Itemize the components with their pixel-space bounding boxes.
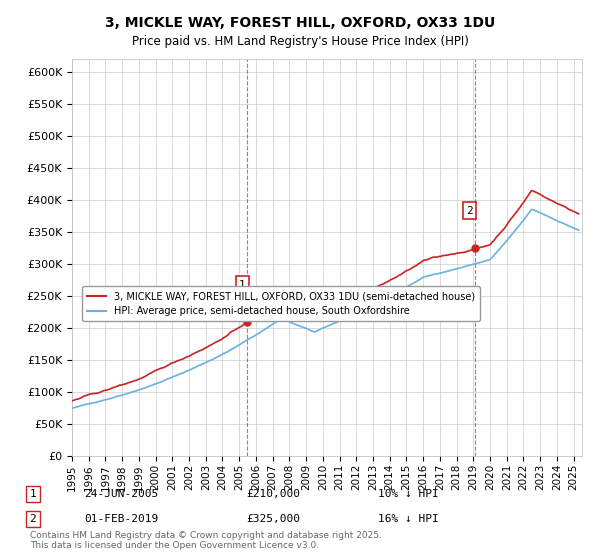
Text: 24-JUN-2005: 24-JUN-2005	[84, 489, 158, 499]
Text: 1: 1	[239, 279, 245, 290]
Text: 10% ↓ HPI: 10% ↓ HPI	[378, 489, 439, 499]
Text: £210,000: £210,000	[246, 489, 300, 499]
Text: 2: 2	[29, 514, 37, 524]
Text: 16% ↓ HPI: 16% ↓ HPI	[378, 514, 439, 524]
Text: Price paid vs. HM Land Registry's House Price Index (HPI): Price paid vs. HM Land Registry's House …	[131, 35, 469, 48]
Text: 1: 1	[29, 489, 37, 499]
Text: £325,000: £325,000	[246, 514, 300, 524]
Text: Contains HM Land Registry data © Crown copyright and database right 2025.
This d: Contains HM Land Registry data © Crown c…	[30, 530, 382, 550]
Text: 3, MICKLE WAY, FOREST HILL, OXFORD, OX33 1DU: 3, MICKLE WAY, FOREST HILL, OXFORD, OX33…	[105, 16, 495, 30]
Text: 01-FEB-2019: 01-FEB-2019	[84, 514, 158, 524]
Text: 2: 2	[466, 206, 473, 216]
Legend: 3, MICKLE WAY, FOREST HILL, OXFORD, OX33 1DU (semi-detached house), HPI: Average: 3, MICKLE WAY, FOREST HILL, OXFORD, OX33…	[82, 286, 480, 321]
